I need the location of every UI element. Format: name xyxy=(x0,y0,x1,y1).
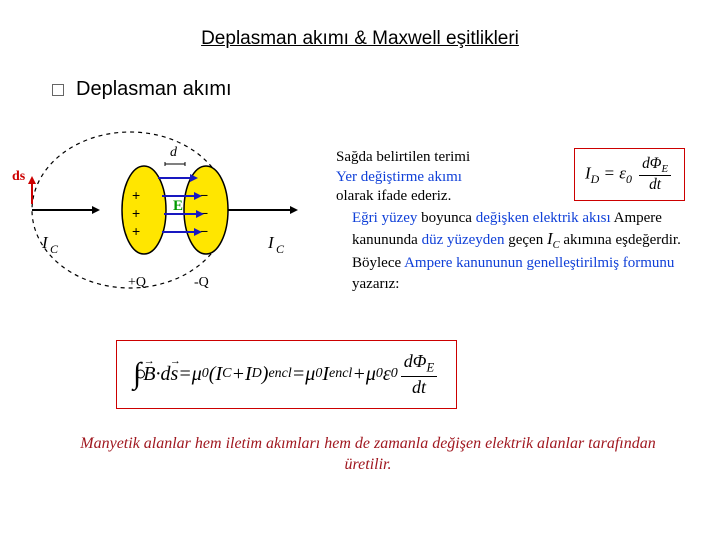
svg-text:+Q: +Q xyxy=(128,275,146,290)
f1-D: D xyxy=(591,172,600,186)
f1-eps0: 0 xyxy=(626,172,632,186)
f2-mu1: μ xyxy=(192,363,202,386)
f2-mu3: μ xyxy=(366,363,376,386)
f2-rp: ) xyxy=(262,363,269,386)
f2-mu3z: 0 xyxy=(376,366,383,382)
svg-text:+: + xyxy=(132,187,140,203)
bullet-heading: Deplasman akımı xyxy=(76,78,232,101)
svg-text:−: − xyxy=(200,223,208,239)
bullet-square-icon xyxy=(52,84,64,96)
f2-plus2: + xyxy=(352,363,366,386)
t2-ICsub: C xyxy=(553,240,560,251)
f2-encl1: encl xyxy=(268,366,291,382)
f2-Iencl: I xyxy=(322,363,329,386)
f2-plus1: + xyxy=(231,363,245,386)
svg-text:I: I xyxy=(267,233,275,252)
t2-2: boyunca xyxy=(417,210,475,226)
f2-den: dt xyxy=(409,377,429,398)
t2-8: akımına eşdeğerdir. xyxy=(563,232,680,248)
f2-IDd: D xyxy=(252,366,262,382)
explanation-text: Eğri yüzey boyunca değişken elektrik akı… xyxy=(352,208,692,294)
definition-text: Sağda belirtilen terimi Yer değiştirme a… xyxy=(336,148,470,207)
svg-text:+: + xyxy=(132,205,140,221)
f2-IC: I xyxy=(215,363,222,386)
svg-text:C: C xyxy=(50,242,59,256)
svg-text:-Q: -Q xyxy=(194,275,209,290)
t2-10: Ampere kanununun genelleştirilmiş formun… xyxy=(404,255,674,271)
displacement-current-formula: ID = ε0 dΦE dt xyxy=(574,148,685,201)
svg-text:+: + xyxy=(132,223,140,239)
f2-numE: E xyxy=(426,361,434,375)
svg-text:C: C xyxy=(276,242,285,256)
f2-fraction: dΦE dt xyxy=(401,351,437,398)
f2-encl2: encl xyxy=(329,366,352,382)
f2-ICc: C xyxy=(222,366,231,382)
t2-6: geçen xyxy=(504,232,546,248)
t2-1: Eğri yüzey xyxy=(352,210,417,226)
f2-num: dΦ xyxy=(404,351,427,371)
svg-text:−: − xyxy=(200,187,208,203)
f2-epsz: 0 xyxy=(391,366,398,382)
f1-eq: = xyxy=(604,163,620,182)
f1-den: dt xyxy=(646,176,664,194)
ampere-maxwell-formula: ∫ B · d s = μ0 (IC + ID)encl = μ0 Iencl … xyxy=(116,340,457,409)
svg-text:I: I xyxy=(41,233,49,252)
f2-eps: ε xyxy=(383,363,391,386)
f2-ID: I xyxy=(245,363,252,386)
t2-3: değişken elektrik akısı xyxy=(476,210,611,226)
f2-mu2: μ xyxy=(305,363,315,386)
svg-text:ds: ds xyxy=(12,169,26,184)
t2-5: düz yüzeyden xyxy=(422,232,505,248)
capacitor-diagram: + + + − − − E d ds I C I C +Q -Q xyxy=(10,118,330,318)
f2-B: B xyxy=(143,363,155,386)
f1-fraction: dΦE dt xyxy=(639,155,671,194)
t1-line1: Sağda belirtilen terimi xyxy=(336,149,470,165)
svg-text:E: E xyxy=(173,198,183,214)
f1-numE: E xyxy=(661,163,668,175)
f2-s: s xyxy=(170,363,178,386)
f2-eq2: = xyxy=(292,363,306,386)
f1-num: dΦ xyxy=(642,155,661,172)
f1-eps: ε xyxy=(619,163,626,182)
slide-title: Deplasman akımı & Maxwell eşitlikleri xyxy=(201,28,519,50)
conclusion-text: Manyetik alanlar hem iletim akımları hem… xyxy=(68,434,668,476)
f2-mu1z: 0 xyxy=(202,366,209,382)
f2-oint-icon: ∫ xyxy=(133,357,141,391)
t1-line2a: Yer değiştirme akımı xyxy=(336,169,462,185)
t2-11: yazarız: xyxy=(352,276,399,292)
svg-text:d: d xyxy=(170,145,178,160)
t2-9: Böylece xyxy=(352,255,404,271)
t1-line2b: olarak ifade ederiz. xyxy=(336,188,451,204)
